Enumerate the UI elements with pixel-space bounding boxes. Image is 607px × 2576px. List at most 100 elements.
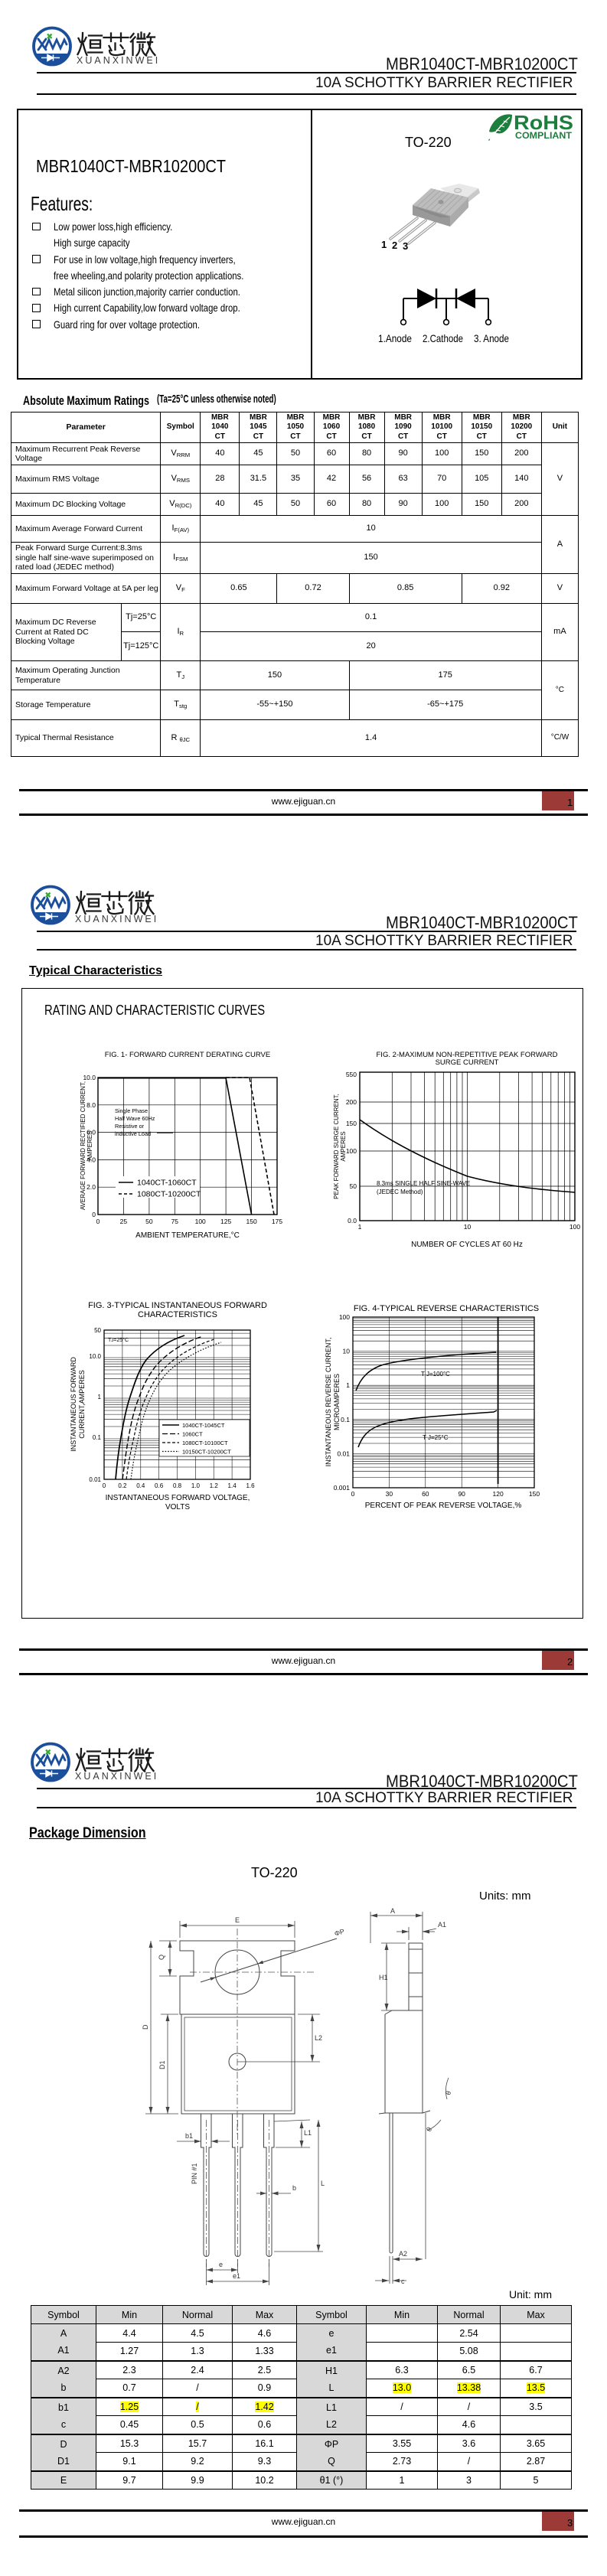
svg-text:1.Anode: 1.Anode [378,332,412,344]
svg-text:1080CT-10100CT: 1080CT-10100CT [182,1440,228,1446]
svg-text:0.1: 0.1 [93,1434,102,1441]
svg-text:0.4: 0.4 [136,1482,145,1489]
svg-text:1060CT: 1060CT [182,1431,203,1438]
svg-text:INSTANTANEOUS FORWARD VOLTAGE,: INSTANTANEOUS FORWARD VOLTAGE, [106,1494,250,1502]
svg-text:6.0: 6.0 [86,1129,96,1136]
svg-text:1.6: 1.6 [246,1482,255,1489]
svg-text:b1: b1 [185,2132,193,2140]
svg-text:50: 50 [350,1182,357,1190]
svg-text:8.3ms SINGLE HALF SINE-WAVE: 8.3ms SINGLE HALF SINE-WAVE [377,1180,470,1187]
svg-text:A: A [390,1907,395,1915]
svg-text:θ: θ [425,2126,433,2133]
svg-text:4.0: 4.0 [86,1156,96,1163]
svg-text:1: 1 [358,1223,362,1231]
svg-text:1.4: 1.4 [228,1482,237,1489]
svg-text:8.0: 8.0 [86,1101,96,1109]
svg-text:FIG. 3-TYPICAL INSTANTANEOUS F: FIG. 3-TYPICAL INSTANTANEOUS FORWARD [88,1301,267,1310]
svg-text:0: 0 [96,1218,100,1225]
svg-text:Half Wave 60Hz: Half Wave 60Hz [115,1115,155,1122]
svg-text:A1: A1 [438,1921,446,1929]
svg-text:25: 25 [120,1218,128,1225]
svg-text:0.01: 0.01 [89,1476,101,1483]
svg-text:90: 90 [458,1490,465,1498]
svg-text:30: 30 [386,1490,393,1498]
svg-text:1: 1 [381,239,387,250]
svg-text:L2: L2 [315,2034,322,2042]
svg-text:inductive Load: inductive Load [115,1130,151,1137]
svg-text:175: 175 [272,1218,282,1225]
svg-text:150: 150 [346,1120,357,1127]
svg-text:2.0: 2.0 [86,1183,96,1191]
svg-text:0: 0 [92,1211,96,1218]
svg-text:0.6: 0.6 [155,1482,164,1489]
svg-text:CURRENT,AMPERES: CURRENT,AMPERES [78,1370,86,1439]
svg-text:100: 100 [195,1218,206,1225]
svg-text:10.0: 10.0 [83,1074,96,1081]
svg-text:100: 100 [346,1147,357,1155]
svg-text:PIN #1: PIN #1 [191,2163,198,2184]
svg-text:T J=25°C: T J=25°C [423,1434,449,1441]
svg-text:Resistive or: Resistive or [115,1123,145,1130]
svg-text:FIG. 4-TYPICAL REVERSE CHARACT: FIG. 4-TYPICAL REVERSE CHARACTERISTICS [354,1304,539,1313]
svg-text:1080CT-10200CT: 1080CT-10200CT [137,1190,201,1199]
svg-text:0: 0 [351,1490,355,1498]
svg-text:H1: H1 [379,1974,388,1981]
svg-text:550: 550 [346,1071,357,1078]
svg-text:TJ=25°C: TJ=25°C [108,1337,129,1343]
svg-text:150: 150 [246,1218,257,1225]
svg-text:c: c [401,2278,405,2285]
svg-text:60: 60 [422,1490,429,1498]
svg-text:0: 0 [103,1482,106,1489]
svg-text:D1: D1 [158,2060,166,2069]
svg-text:AMPERES: AMPERES [340,1131,347,1161]
svg-text:L1: L1 [304,2129,312,2137]
svg-text:150: 150 [529,1490,540,1498]
svg-text:120: 120 [493,1490,504,1498]
svg-text:10: 10 [343,1348,351,1355]
svg-text:0.01: 0.01 [337,1449,350,1457]
svg-text:10.0: 10.0 [89,1353,101,1360]
svg-text:100: 100 [339,1313,350,1321]
svg-text:1040CT-1045CT: 1040CT-1045CT [182,1422,225,1429]
svg-text:NUMBER OF CYCLES AT 60 Hz: NUMBER OF CYCLES AT 60 Hz [411,1241,523,1249]
svg-text:10: 10 [464,1223,472,1231]
svg-text:1: 1 [346,1381,350,1389]
svg-text:PERCENT OF PEAK REVERSE VOLTAG: PERCENT OF PEAK REVERSE VOLTAGE,% [365,1502,522,1510]
svg-text:CHARACTERISTICS: CHARACTERISTICS [138,1310,217,1319]
svg-text:ΦP: ΦP [334,1927,346,1937]
svg-text:VOLTS: VOLTS [165,1503,190,1511]
svg-text:INSTANTANEOUS FORWARD: INSTANTANEOUS FORWARD [70,1357,77,1452]
svg-text:10150CT-10200CT: 10150CT-10200CT [182,1449,231,1456]
svg-text:T J=100°C: T J=100°C [421,1371,450,1378]
svg-text:Single Phase: Single Phase [115,1107,148,1114]
svg-text:0.2: 0.2 [118,1482,127,1489]
svg-text:0.1: 0.1 [341,1416,350,1423]
svg-text:SURGE CURRENT: SURGE CURRENT [436,1058,499,1067]
svg-text:e1: e1 [233,2272,240,2280]
svg-text:100: 100 [569,1223,580,1231]
svg-text:L: L [321,2180,325,2187]
svg-text:E: E [235,1916,240,1924]
svg-text:RoHS: RoHS [514,111,573,134]
svg-text:200: 200 [346,1098,357,1106]
svg-text:FIG. 1- FORWARD CURRENT DERATI: FIG. 1- FORWARD CURRENT DERATING CURVE [105,1051,270,1059]
svg-text:AMPERES: AMPERES [86,1130,93,1160]
svg-text:2: 2 [392,240,397,251]
svg-text:AMBIENT TEMPERATURE,°C: AMBIENT TEMPERATURE,°C [135,1231,240,1240]
svg-text:3: 3 [403,240,408,252]
svg-text:D: D [142,2024,149,2030]
svg-text:INSTANTANEOUS REVERSE CURRENT,: INSTANTANEOUS REVERSE CURRENT, [325,1338,332,1467]
svg-text:0.001: 0.001 [334,1484,351,1492]
svg-text:A2: A2 [399,2250,407,2258]
svg-text:AVERAGE FORWARD RECTIFIED CURR: AVERAGE FORWARD RECTIFIED CURRENT, [80,1081,86,1210]
svg-text:FIG. 2-MAXIMUM NON-REPETITIVE: FIG. 2-MAXIMUM NON-REPETITIVE PEAK FORWA… [377,1051,558,1059]
svg-text:3. Anode: 3. Anode [474,332,509,344]
svg-text:0.0: 0.0 [348,1217,357,1224]
svg-text:75: 75 [171,1218,179,1225]
svg-text:e: e [219,2261,223,2268]
svg-text:0.8: 0.8 [173,1482,182,1489]
svg-text:PEAK FORWARD SURGE CURRENT,: PEAK FORWARD SURGE CURRENT, [333,1094,340,1199]
svg-text:Q: Q [158,1955,165,1960]
svg-text:125: 125 [220,1218,231,1225]
svg-text:50: 50 [94,1327,101,1334]
